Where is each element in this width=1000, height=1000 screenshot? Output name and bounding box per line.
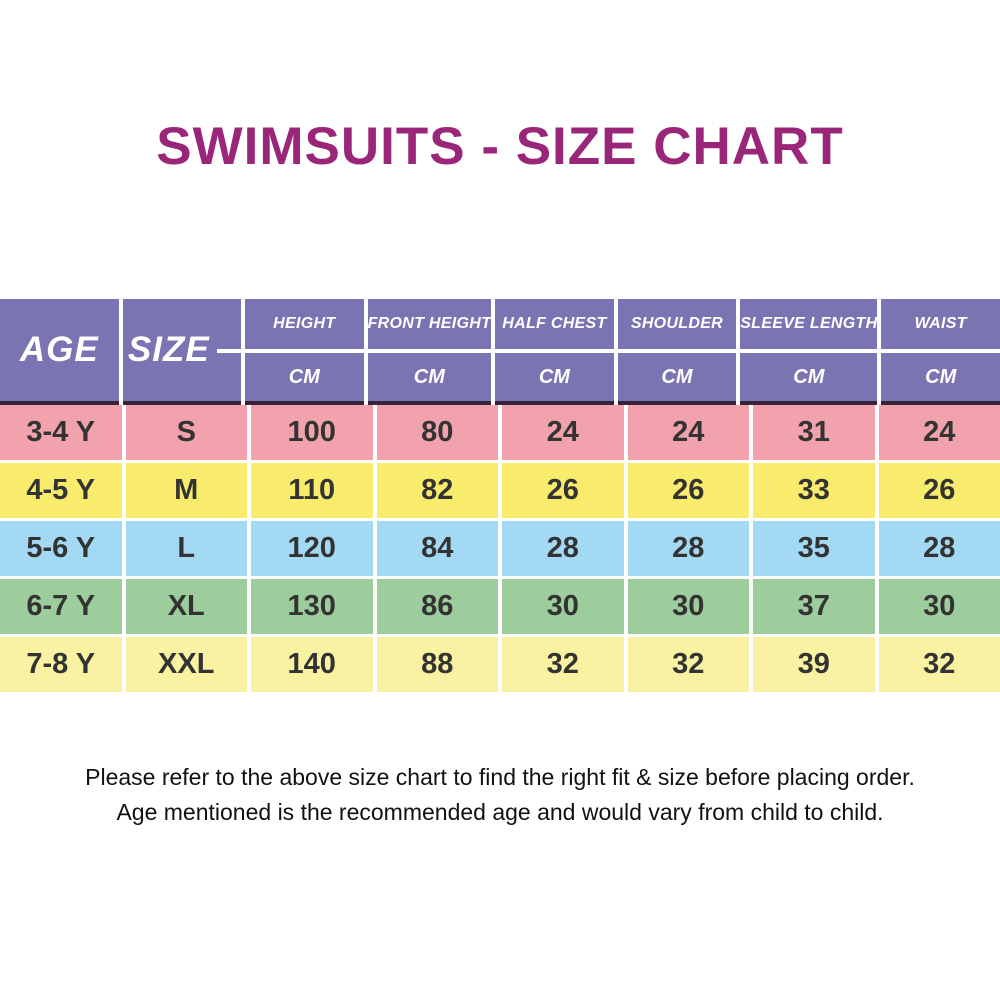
size-dash-line <box>217 349 242 353</box>
footer-note: Please refer to the above size chart to … <box>0 760 1000 830</box>
table-body: 3-4 Y S 100 80 24 24 31 24 4-5 Y M 110 82 26 26 33 26 5-… <box>0 405 1000 692</box>
size-cell: L <box>125 521 247 576</box>
table-row: 6-7 Y XL 130 86 30 30 37 30 <box>0 579 1000 634</box>
value-cell: 32 <box>878 637 1000 692</box>
header-divider-line <box>740 349 878 353</box>
header-cell-height: HEIGHT CM <box>245 299 364 405</box>
unit-label-cm: CM <box>925 365 957 388</box>
header-divider-line <box>495 349 614 353</box>
value-cell: 82 <box>376 463 498 518</box>
value-cell: 28 <box>627 521 749 576</box>
size-chart-table: AGE SIZE HEIGHT CM FRONT HEIGHT CM HALF CHEST C… <box>0 299 1000 692</box>
value-cell: 100 <box>251 405 373 460</box>
table-row: 3-4 Y S 100 80 24 24 31 24 <box>0 405 1000 460</box>
header-label-shoulder: SHOULDER <box>630 315 724 332</box>
header-cell-size: SIZE <box>122 299 242 405</box>
value-cell: 86 <box>376 579 498 634</box>
value-cell: 28 <box>502 521 624 576</box>
header-cell-sleeve-length: SLEEVE LENGTH CM <box>740 299 878 405</box>
header-cell-shoulder: SHOULDER CM <box>617 299 737 405</box>
header-divider-line <box>617 349 737 353</box>
table-row: 7-8 Y XXL 140 88 32 32 39 32 <box>0 637 1000 692</box>
header-label-size: SIZE <box>127 330 210 369</box>
value-cell: 120 <box>251 521 373 576</box>
unit-label-cm: CM <box>288 365 320 388</box>
value-cell: 37 <box>753 579 875 634</box>
age-cell: 4-5 Y <box>0 463 122 518</box>
age-cell: 5-6 Y <box>0 521 122 576</box>
page-title: SWIMSUITS - SIZE CHART <box>156 117 844 176</box>
unit-label-cm: CM <box>413 365 445 388</box>
value-cell: 35 <box>753 521 875 576</box>
value-cell: 32 <box>502 637 624 692</box>
value-cell: 30 <box>878 579 1000 634</box>
value-cell: 88 <box>376 637 498 692</box>
value-cell: 26 <box>627 463 749 518</box>
header-cell-half-chest: HALF CHEST CM <box>495 299 614 405</box>
size-cell: M <box>125 463 247 518</box>
size-cell: XXL <box>125 637 247 692</box>
value-cell: 24 <box>627 405 749 460</box>
header-label-sleeve-length: SLEEVE LENGTH <box>740 315 878 332</box>
age-cell: 3-4 Y <box>0 405 122 460</box>
value-cell: 32 <box>627 637 749 692</box>
unit-label-cm: CM <box>661 365 693 388</box>
value-cell: 26 <box>502 463 624 518</box>
header-label-age: AGE <box>19 330 99 369</box>
value-cell: 130 <box>251 579 373 634</box>
value-cell: 26 <box>878 463 1000 518</box>
value-cell: 140 <box>251 637 373 692</box>
value-cell: 28 <box>878 521 1000 576</box>
table-row: 4-5 Y M 110 82 26 26 33 26 <box>0 463 1000 518</box>
header-cell-front-height: FRONT HEIGHT CM <box>367 299 492 405</box>
header-divider-line <box>881 349 1000 353</box>
footer-line-1: Please refer to the above size chart to … <box>85 764 915 790</box>
header-cell-age: AGE <box>0 299 119 405</box>
unit-label-cm: CM <box>538 365 570 388</box>
age-cell: 7-8 Y <box>0 637 122 692</box>
value-cell: 24 <box>878 405 1000 460</box>
header-cell-waist: WAIST CM <box>881 299 1000 405</box>
value-cell: 33 <box>753 463 875 518</box>
size-cell: XL <box>125 579 247 634</box>
footer-line-2: Age mentioned is the recommended age and… <box>116 799 884 825</box>
value-cell: 24 <box>502 405 624 460</box>
value-cell: 39 <box>753 637 875 692</box>
value-cell: 30 <box>502 579 624 634</box>
header-label-front-height: FRONT HEIGHT <box>367 315 492 332</box>
value-cell: 80 <box>376 405 498 460</box>
value-cell: 30 <box>627 579 749 634</box>
header-divider-line <box>367 349 492 353</box>
header-label-waist: WAIST <box>914 315 967 332</box>
value-cell: 110 <box>251 463 373 518</box>
header-label-half-chest: HALF CHEST <box>502 315 607 332</box>
unit-label-cm: CM <box>793 365 825 388</box>
header-label-height: HEIGHT <box>273 315 336 332</box>
value-cell: 84 <box>376 521 498 576</box>
table-header: AGE SIZE HEIGHT CM FRONT HEIGHT CM HALF CHEST C… <box>0 299 1000 405</box>
table-row: 5-6 Y L 120 84 28 28 35 28 <box>0 521 1000 576</box>
header-divider-line <box>245 349 364 353</box>
age-cell: 6-7 Y <box>0 579 122 634</box>
value-cell: 31 <box>753 405 875 460</box>
size-cell: S <box>125 405 247 460</box>
